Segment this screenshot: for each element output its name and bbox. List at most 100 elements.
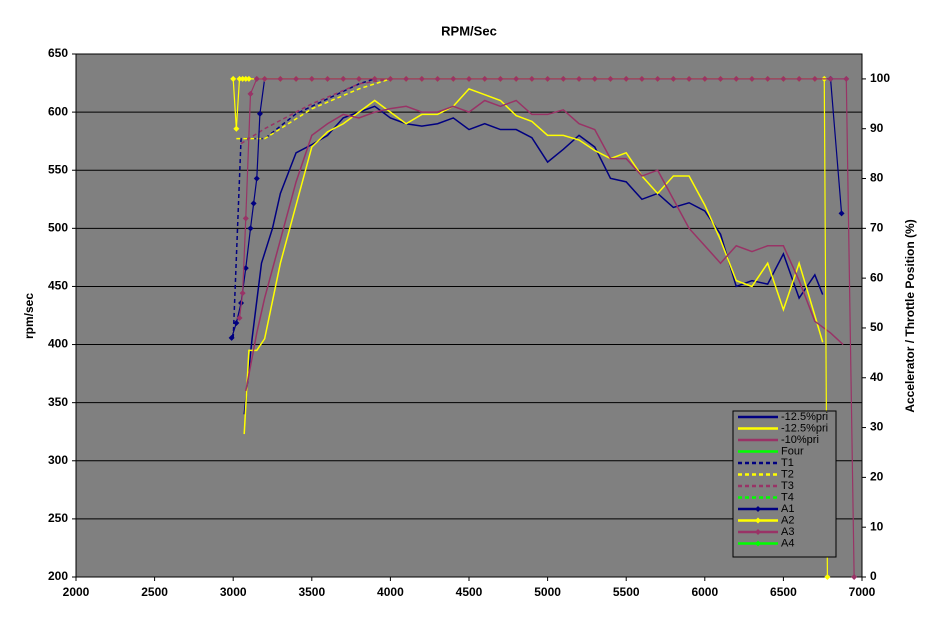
y-tick-label: 300 (48, 453, 68, 467)
marker (434, 75, 441, 82)
marker (748, 75, 755, 82)
marker (638, 75, 645, 82)
y2-axis-label: Accelerator / Throttle Position (%) (903, 219, 917, 412)
marker (245, 75, 252, 82)
y2-tick-label: 40 (870, 370, 884, 384)
y2-tick-label: 10 (870, 519, 884, 533)
marker (403, 75, 410, 82)
marker (481, 75, 488, 82)
x-tick-label: 2500 (141, 585, 168, 599)
y-tick-label: 600 (48, 104, 68, 118)
legend-marker (755, 540, 761, 547)
marker (528, 75, 535, 82)
marker (670, 75, 677, 82)
marker (701, 75, 708, 82)
x-tick-label: 7000 (849, 585, 876, 599)
plot-area (75, 53, 863, 578)
marker (242, 75, 249, 82)
marker (811, 75, 818, 82)
marker (247, 90, 254, 97)
marker (308, 75, 315, 82)
marker (764, 75, 771, 82)
marker (230, 75, 237, 82)
y2-tick-label: 20 (870, 470, 884, 484)
y2-tick-label: 90 (870, 121, 884, 135)
marker (355, 75, 362, 82)
legend-label: -12.5%pri (781, 422, 828, 434)
legend-marker (755, 529, 761, 535)
marker (466, 75, 472, 82)
marker (654, 75, 661, 82)
y-tick-label: 250 (48, 511, 68, 525)
x-tick-label: 6000 (691, 585, 718, 599)
marker (780, 75, 787, 82)
series-line (236, 78, 391, 140)
y2-tick-label: 30 (870, 420, 884, 434)
marker (228, 334, 235, 341)
legend-label: A1 (781, 503, 794, 515)
series-line (240, 78, 391, 145)
marker (239, 290, 246, 297)
legend-label: Four (781, 445, 804, 457)
marker (827, 75, 834, 82)
legend-label: T2 (781, 468, 794, 480)
marker (371, 75, 378, 82)
series-layer (228, 75, 858, 580)
y-tick-label: 500 (48, 221, 68, 235)
y-tick-label: 400 (48, 337, 68, 351)
marker (242, 215, 249, 222)
x-tick-label: 4500 (456, 585, 483, 599)
marker (418, 75, 425, 82)
x-tick-label: 5500 (613, 585, 640, 599)
marker (250, 200, 257, 207)
series-line (245, 99, 844, 392)
marker (261, 75, 268, 82)
legend-label: A4 (781, 537, 794, 549)
marker (717, 75, 724, 82)
marker (824, 574, 831, 580)
marker (733, 75, 740, 82)
marker (324, 75, 331, 82)
marker (233, 125, 240, 132)
y2-tick-label: 50 (870, 320, 884, 334)
marker (293, 75, 300, 82)
marker (247, 225, 254, 232)
y2-tick-label: 70 (870, 221, 884, 235)
x-tick-label: 3000 (220, 585, 247, 599)
marker (591, 75, 598, 82)
legend-label: T3 (781, 480, 794, 492)
marker (576, 75, 583, 82)
legend-label: A2 (781, 514, 794, 526)
x-tick-label: 2000 (63, 585, 90, 599)
chart-title: RPM/Sec (441, 23, 497, 38)
series-line (243, 87, 824, 435)
marker (277, 75, 284, 82)
y-tick-label: 450 (48, 279, 68, 293)
marker (838, 210, 845, 217)
legend-label: -10%pri (781, 434, 819, 446)
y2-tick-label: 0 (870, 569, 877, 583)
legend-label: -12.5%pri (781, 411, 828, 423)
marker (544, 75, 551, 82)
marker (239, 75, 246, 82)
legend-label: T4 (781, 491, 794, 503)
marker (236, 75, 243, 82)
y-tick-label: 350 (48, 395, 68, 409)
marker (340, 75, 347, 82)
marker (233, 319, 240, 326)
marker (497, 75, 504, 82)
marker (256, 110, 263, 117)
y-tick-label: 550 (48, 162, 68, 176)
x-tick-label: 4000 (377, 585, 404, 599)
marker (253, 75, 260, 82)
y-tick-label: 200 (48, 569, 68, 583)
y2-tick-label: 80 (870, 171, 884, 185)
legend-marker (755, 506, 761, 512)
marker (450, 75, 457, 82)
marker (513, 75, 520, 82)
marker (236, 314, 243, 321)
x-tick-label: 5000 (534, 585, 561, 599)
y2-tick-label: 100 (870, 71, 890, 85)
